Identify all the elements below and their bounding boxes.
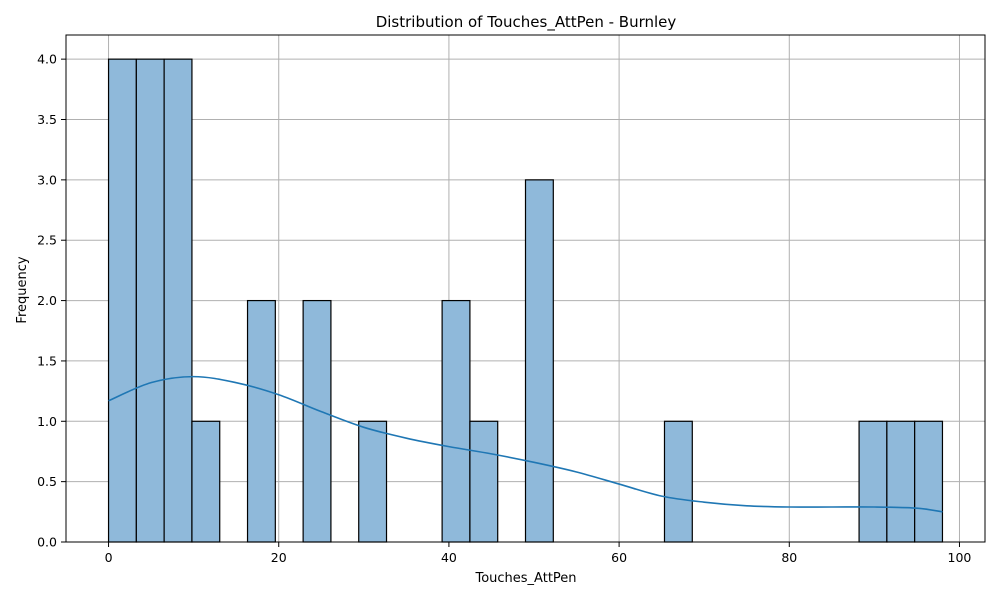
y-axis-label: Frequency (15, 256, 30, 323)
y-tick-label: 1.5 (37, 353, 57, 368)
y-tick-label: 2.0 (37, 293, 57, 308)
y-tick-label: 3.0 (37, 172, 57, 187)
x-tick-label: 40 (441, 550, 457, 565)
histogram-bar (914, 420, 944, 543)
histogram-bar (663, 420, 693, 543)
histogram-bar (191, 420, 221, 543)
histogram-bar (107, 58, 137, 543)
x-tick-label: 0 (105, 550, 113, 565)
x-tick-label: 20 (271, 550, 287, 565)
histogram-bar (135, 58, 165, 543)
histogram-bar (163, 58, 193, 543)
chart-title: Distribution of Touches_AttPen - Burnley (376, 13, 677, 32)
tick-marks (61, 58, 960, 547)
y-tick-label: 2.5 (37, 233, 57, 248)
histogram-bar (441, 299, 471, 543)
axes-frame (65, 34, 986, 543)
x-tick-label: 100 (948, 550, 972, 565)
y-tick-label: 0.5 (37, 474, 57, 489)
histogram-bar (524, 179, 554, 543)
histogram-bar (302, 299, 332, 543)
kde-line (108, 375, 943, 513)
histogram-bar (358, 420, 388, 543)
y-tick-label: 1.0 (37, 414, 57, 429)
histogram-bar (246, 299, 276, 543)
plot-frame (65, 34, 986, 543)
x-tick-label: 60 (611, 550, 627, 565)
histogram-bar (469, 420, 499, 543)
y-tick-label: 0.0 (37, 535, 57, 550)
x-tick-label: 80 (781, 550, 797, 565)
y-tick-label: 4.0 (37, 52, 57, 67)
histogram-bar (886, 420, 916, 543)
kde-curve-layer (108, 375, 943, 513)
x-axis-label: Touches_AttPen (474, 571, 576, 586)
histogram-bar (858, 420, 888, 543)
histogram-bars (107, 58, 944, 543)
y-tick-label: 3.5 (37, 112, 57, 127)
